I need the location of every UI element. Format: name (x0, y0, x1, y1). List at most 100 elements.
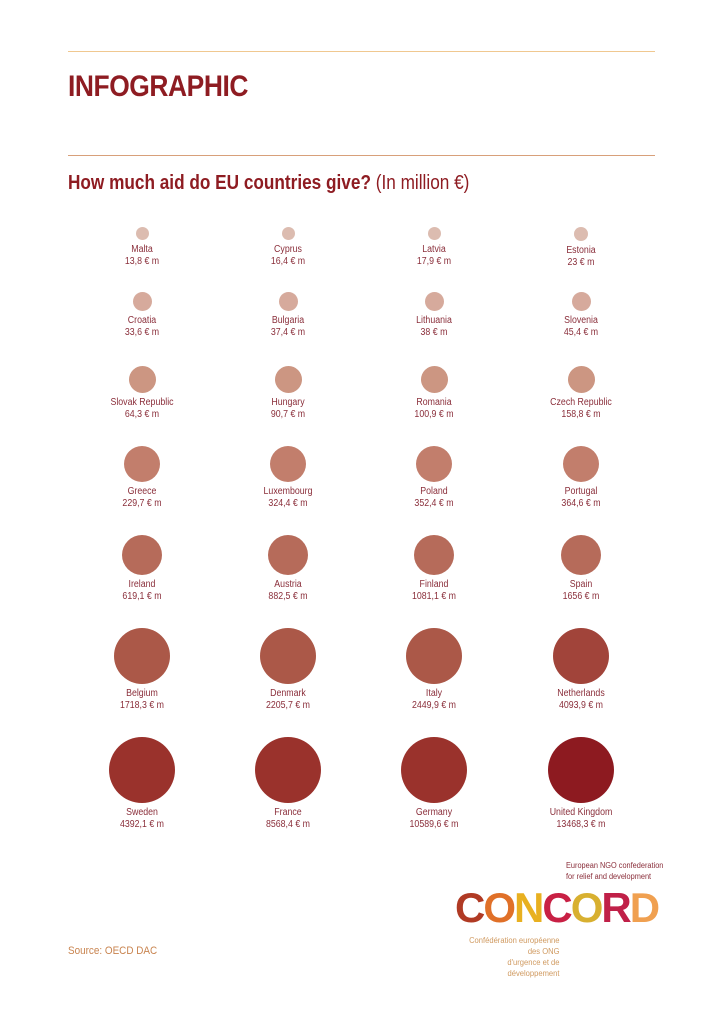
page-title: INFOGRAPHIC (68, 70, 248, 103)
country-bubble: Finland 1081,1 € m (364, 535, 504, 603)
logo-tagline-en-line1: European NGO confederation (566, 861, 664, 870)
country-bubble: Lithuania 38 € m (364, 292, 504, 339)
country-value: 38 € m (420, 327, 448, 338)
country-bubble: Hungary 90,7 € m (218, 366, 358, 421)
country-bubble: Austria 882,5 € m (218, 535, 358, 603)
logo-letter: O (570, 884, 604, 931)
bubble-circle (270, 446, 306, 482)
concord-logo: CONCORD (455, 884, 660, 931)
logo-letter: O (483, 884, 516, 931)
logo-letter: C (542, 884, 572, 931)
country-value: 352,4 € m (414, 498, 454, 509)
source-note: Source: OECD DAC (68, 945, 158, 957)
country-bubble: Luxembourg 324,4 € m (218, 446, 358, 510)
country-value: 17,9 € m (416, 256, 452, 267)
country-value: 229,7 € m (122, 498, 162, 509)
logo-tagline-en: European NGO confederation for relief an… (566, 860, 663, 882)
bubble-circle (260, 628, 316, 684)
bubble-circle (553, 628, 609, 684)
country-value: 23 € m (567, 256, 595, 268)
chart-title: How much aid do EU countries give? (In m… (68, 172, 469, 195)
country-bubble: Estonia 23 € m (511, 226, 651, 269)
country-value: 100,9 € m (414, 409, 454, 420)
country-bubble: Malta 13,8 € m (72, 227, 212, 268)
bubble-circle (135, 227, 149, 240)
bubble-circle (281, 227, 295, 240)
country-name: Denmark (270, 688, 306, 699)
country-name: Romania (416, 397, 452, 408)
country-name: Croatia (127, 315, 157, 326)
country-value: 324,4 € m (268, 498, 308, 509)
country-value: 13468,3 € m (556, 819, 606, 830)
country-value: 4392,1 € m (119, 819, 165, 830)
country-name: Latvia (422, 244, 446, 255)
country-name: Finland (419, 579, 449, 590)
country-bubble: Denmark 2205,7 € m (218, 628, 358, 712)
country-bubble: France 8568,4 € m (218, 737, 358, 831)
country-bubble: Croatia 33,6 € m (72, 292, 212, 339)
logo-tagline-en-line2: for relief and development (566, 872, 652, 881)
bubble-circle (255, 737, 321, 803)
logo-tagline-fr: Confédération européenne des ONG d'urgen… (455, 935, 560, 979)
bubble-circle (278, 292, 298, 311)
country-bubble: Netherlands 4093,9 € m (511, 628, 651, 712)
bubble-circle (406, 628, 462, 684)
country-value: 13,8 € m (124, 256, 160, 267)
country-bubble: Italy 2449,9 € m (364, 628, 504, 712)
bubble-circle (114, 628, 170, 684)
country-name: Greece (127, 486, 157, 497)
country-value: 8568,4 € m (265, 819, 311, 830)
country-name: Lithuania (416, 315, 452, 326)
country-bubble: Ireland 619,1 € m (72, 535, 212, 603)
chart-question: How much aid do EU countries give? (68, 172, 371, 194)
country-value: 64,3 € m (124, 409, 160, 420)
bubble-circle (124, 446, 160, 482)
bubble-circle (561, 535, 601, 575)
logo-letter: D (629, 884, 660, 931)
bubble-circle (420, 366, 448, 393)
country-bubble: Spain 1656 € m (511, 535, 651, 603)
country-name: Luxembourg (263, 486, 313, 497)
country-name: Slovenia (564, 315, 598, 326)
bubble-circle (416, 446, 452, 482)
country-bubble: Slovak Republic 64,3 € m (72, 366, 212, 421)
logo-tagline-fr-line1: Confédération européenne des ONG (469, 936, 560, 956)
country-name: France (274, 807, 302, 818)
country-name: United Kingdom (549, 807, 613, 818)
country-name: Netherlands (557, 688, 605, 699)
country-value: 90,7 € m (270, 409, 306, 420)
bubble-circle (574, 226, 588, 241)
bubble-circle (571, 292, 591, 311)
country-name: Austria (274, 579, 302, 590)
top-divider (68, 51, 655, 52)
country-value: 882,5 € m (268, 591, 308, 602)
country-value: 2205,7 € m (265, 700, 311, 711)
bubble-circle (128, 366, 156, 393)
country-value: 158,8 € m (561, 409, 601, 420)
logo-letter: R (601, 884, 631, 931)
logo-letter: C (455, 884, 485, 931)
country-bubble: Belgium 1718,3 € m (72, 628, 212, 712)
country-bubble: Sweden 4392,1 € m (72, 737, 212, 831)
country-name: Portugal (564, 486, 598, 497)
bubble-circle (401, 737, 467, 803)
country-name: Estonia (566, 244, 596, 256)
country-bubble: Slovenia 45,4 € m (511, 292, 651, 339)
country-bubble: Portugal 364,6 € m (511, 446, 651, 510)
country-value: 45,4 € m (563, 327, 599, 338)
section-divider (68, 155, 655, 156)
logo-letter: N (514, 884, 544, 931)
bubble-circle (132, 292, 152, 311)
country-name: Malta (131, 244, 153, 255)
country-value: 2449,9 € m (411, 700, 457, 711)
country-value: 364,6 € m (561, 498, 601, 509)
country-value: 1081,1 € m (411, 591, 457, 602)
country-value: 37,4 € m (270, 327, 306, 338)
country-value: 4093,9 € m (558, 700, 604, 711)
country-bubble: Greece 229,7 € m (72, 446, 212, 510)
country-value: 1656 € m (562, 591, 600, 602)
country-name: Czech Republic (550, 397, 612, 408)
country-value: 10589,6 € m (409, 819, 459, 830)
country-name: Ireland (128, 579, 156, 590)
country-bubble: Germany 10589,6 € m (364, 737, 504, 831)
